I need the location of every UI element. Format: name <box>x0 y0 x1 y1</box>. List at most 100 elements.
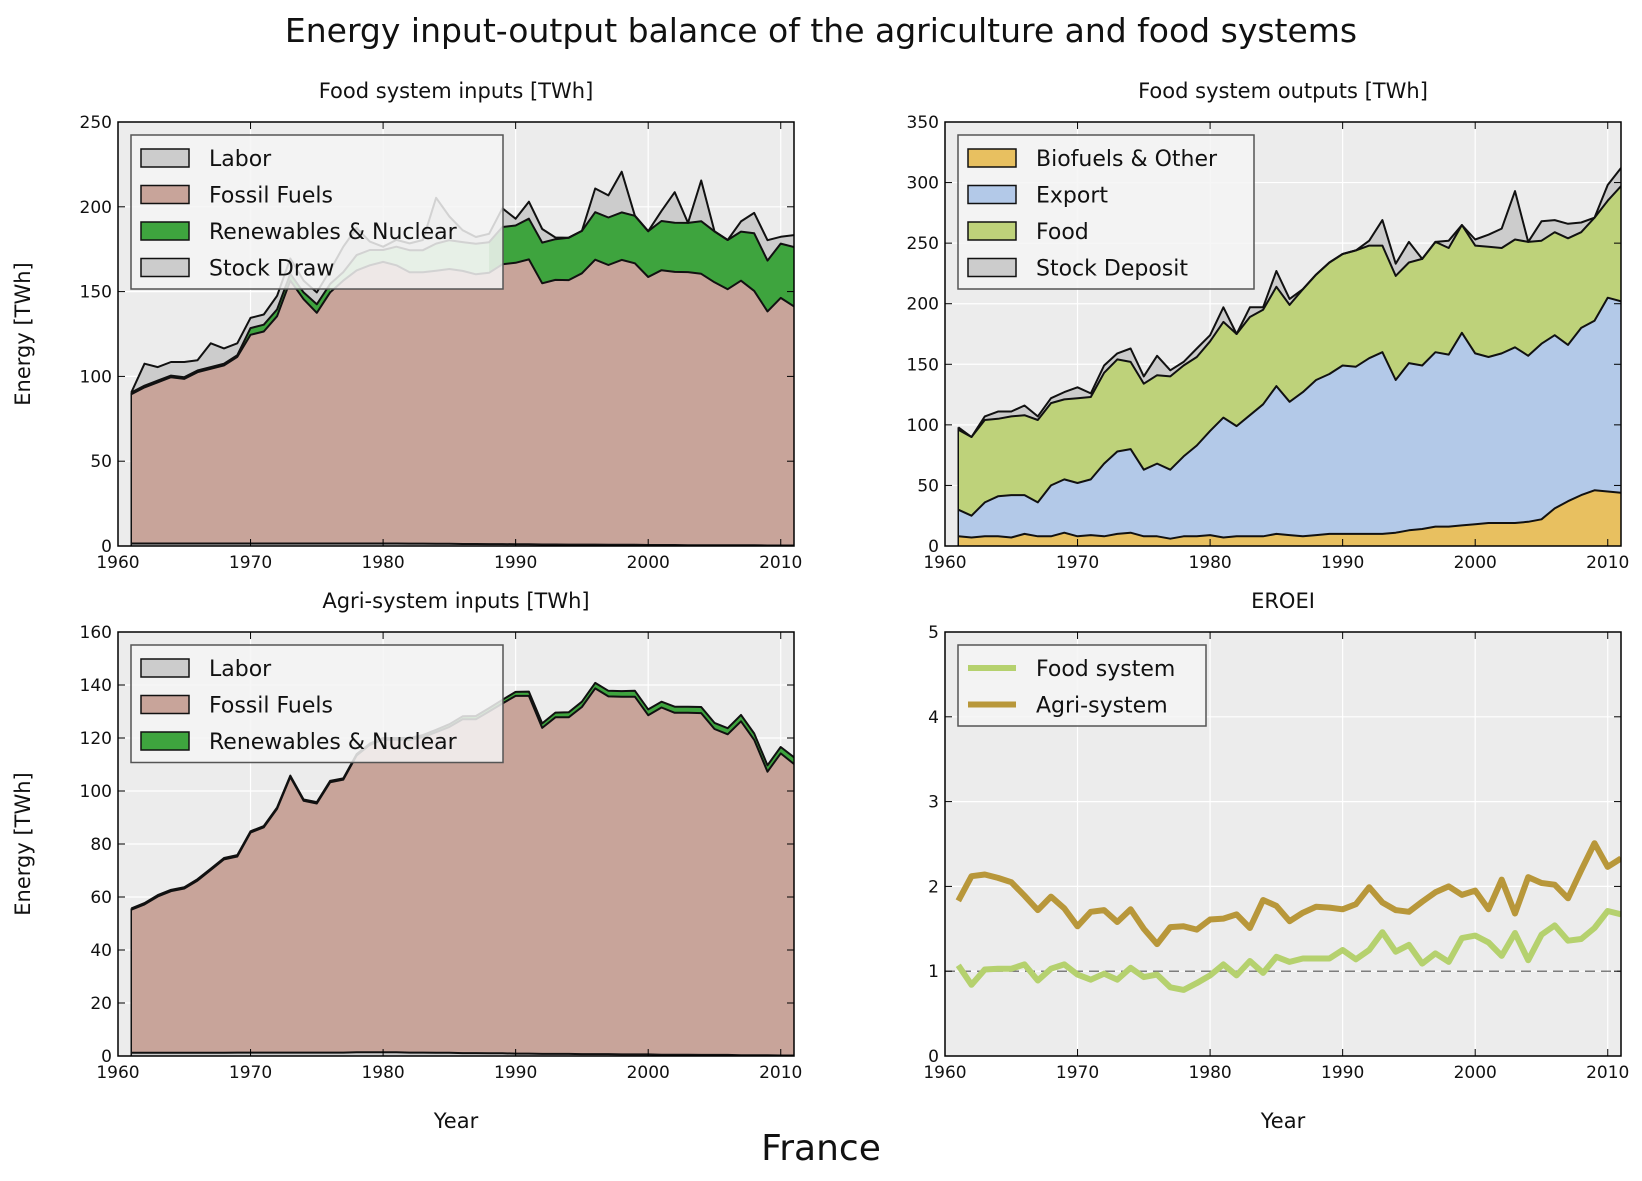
line-food-system <box>955 908 1621 993</box>
plot-area <box>945 840 1621 993</box>
legend-box <box>130 134 504 290</box>
x-tick-label: 1980 <box>361 553 404 573</box>
legend-label-labor: Labor <box>209 147 272 172</box>
chart-eroei: 1960 1970 1980 1990 2000 2010 0 1 2 3 4 5 EROEI Year F… <box>923 589 1629 1133</box>
legend-swatch-labor <box>140 148 190 168</box>
x-tick-label: 2000 <box>627 1063 670 1083</box>
x-tick-label: 1970 <box>1056 553 1099 573</box>
x-tick-label: 2010 <box>1586 553 1629 573</box>
boundary-labor <box>131 1051 794 1056</box>
legend-swatch-fossil-fuels <box>140 184 190 205</box>
legend-swatch-biofuels-other <box>967 148 1017 168</box>
legend-swatch-renewables-nuclear <box>140 221 190 241</box>
y-tick-label: 100 <box>80 367 112 387</box>
boundary-food <box>957 185 1621 438</box>
x-axis-label: Year <box>1260 1109 1306 1133</box>
x-tick-label: 2010 <box>1586 1063 1629 1083</box>
y-tick-label: 200 <box>80 198 112 218</box>
y-tick-label: 0 <box>101 537 112 557</box>
legend-label-fossil-fuels: Fossil Fuels <box>209 694 333 719</box>
chart-title: EROEI <box>1251 589 1315 613</box>
line-agri-system <box>955 840 1621 948</box>
y-tick-label: 300 <box>907 174 939 194</box>
legend-label-food: Food <box>1036 220 1089 245</box>
boundary-stock-deposit <box>957 167 1621 438</box>
x-tick-label: 1970 <box>229 1063 272 1083</box>
boundary-export <box>957 296 1621 517</box>
chart-title: Agri-system inputs [TWh] <box>322 589 589 613</box>
x-tick-label: 2010 <box>759 1063 802 1083</box>
chart-agri-inputs: 1960 1970 1980 1990 2000 2010 0 20 40 60 80 100 120 1… <box>11 589 802 1133</box>
y-tick-label: 50 <box>917 476 939 496</box>
legend: Biofuels & Other Export Food Stock Deposit <box>957 134 1255 290</box>
y-axis-label: Energy [TWh] <box>11 262 35 405</box>
legend: Labor Fossil Fuels Renewables & Nuclear <box>130 644 504 764</box>
chart-panels: 1960 1970 1980 1990 2000 2010050100150200250F… <box>11 79 1629 1133</box>
x-tick-label: 1960 <box>923 553 966 573</box>
y-tick-label: 60 <box>90 888 112 908</box>
area-fossil-fuels <box>131 259 794 546</box>
x-tick-label: 2010 <box>759 553 802 573</box>
x-tick-label: 1960 <box>96 553 139 573</box>
chart-title: Food system outputs [TWh] <box>1138 79 1428 103</box>
legend: Labor Fossil Fuels Renewables & Nuclear Sto… <box>130 134 504 290</box>
legend-label-agri-system: Agri-system <box>1036 694 1168 719</box>
x-tick-label: 1990 <box>494 1063 537 1083</box>
plot-area <box>130 170 794 546</box>
y-tick-label: 4 <box>928 708 939 728</box>
legend-label-renewables-nuclear: Renewables & Nuclear <box>209 730 458 755</box>
legend-swatch-export <box>967 184 1017 205</box>
legend: Food system Agri-system <box>957 644 1207 727</box>
legend-label-stock-deposit: Stock Deposit <box>1036 257 1188 282</box>
legend-swatch-renewables-nuclear <box>140 731 190 751</box>
legend-label-renewables-nuclear: Renewables & Nuclear <box>209 220 458 245</box>
y-tick-label: 0 <box>928 537 939 557</box>
boundary-biofuels-other <box>958 489 1621 540</box>
legend-box <box>130 644 504 764</box>
area-renewables-nuclear <box>131 212 794 395</box>
x-tick-label: 1990 <box>1321 1063 1364 1083</box>
x-tick-label: 1960 <box>923 1063 966 1083</box>
plot-frame <box>117 121 795 547</box>
chart-food-inputs: 1960 1970 1980 1990 2000 2010 0 50 100 150 200 250 F… <box>11 79 802 573</box>
y-tick-label: 140 <box>80 676 112 696</box>
x-tick-label: 1990 <box>494 553 537 573</box>
area-export <box>958 297 1621 539</box>
y-tick-label: 160 <box>80 623 112 643</box>
plot-area <box>957 167 1621 546</box>
x-tick-label: 2000 <box>627 553 670 573</box>
y-tick-label: 120 <box>80 729 112 749</box>
y-tick-label: 40 <box>90 941 112 961</box>
x-tick-label: 1960 <box>96 1063 139 1083</box>
legend-swatch-labor <box>140 658 190 678</box>
y-tick-label: 200 <box>907 295 939 315</box>
y-tick-label: 2 <box>928 877 939 897</box>
legend-label-stock-draw: Stock Draw <box>209 257 334 282</box>
legend-swatch-food <box>967 221 1017 241</box>
area-fossil-fuels <box>131 688 794 1056</box>
area-biofuels-other <box>958 490 1621 546</box>
y-tick-label: 0 <box>928 1047 939 1067</box>
y-tick-label: 0 <box>101 1047 112 1067</box>
legend-box <box>957 644 1207 727</box>
y-tick-label: 80 <box>90 835 112 855</box>
y-tick-label: 250 <box>907 234 939 254</box>
y-tick-label: 100 <box>907 416 939 436</box>
y-tick-label: 250 <box>80 113 112 133</box>
y-tick-label: 150 <box>907 355 939 375</box>
y-tick-label: 150 <box>80 283 112 303</box>
x-tick-label: 1970 <box>1056 1063 1099 1083</box>
legend-label-labor: Labor <box>209 657 272 682</box>
x-tick-label: 1990 <box>1321 553 1364 573</box>
figure-footer: France <box>761 1128 881 1169</box>
y-tick-label: 100 <box>80 782 112 802</box>
y-axis-label: Energy [TWh] <box>11 772 35 915</box>
legend-label-food-system: Food system <box>1036 657 1175 682</box>
chart-title: Food system inputs [TWh] <box>319 79 594 103</box>
plot-area <box>130 681 794 1056</box>
x-tick-label: 2000 <box>1454 1063 1497 1083</box>
y-tick-label: 50 <box>90 452 112 472</box>
legend-label-fossil-fuels: Fossil Fuels <box>209 184 333 209</box>
figure-title: Energy input-output balance of the agric… <box>285 11 1357 50</box>
